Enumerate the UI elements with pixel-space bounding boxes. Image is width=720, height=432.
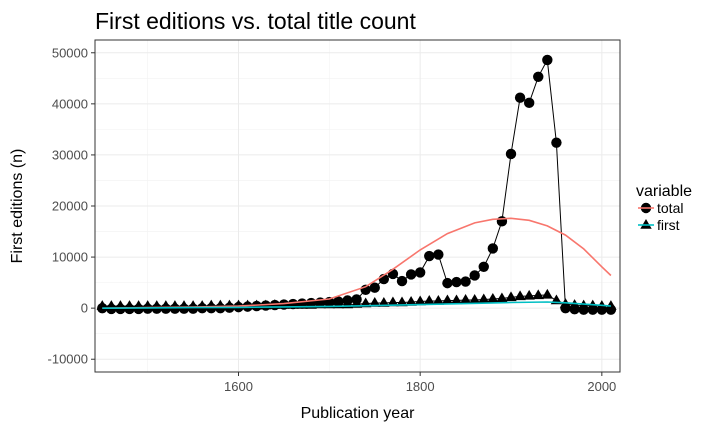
data-point-first [478,293,490,304]
data-point-total [342,295,353,306]
data-point-first [468,293,481,304]
data-point-total [478,261,489,272]
legend-label-total: total [657,200,683,216]
data-point-first [505,291,517,302]
data-point-total [542,54,553,66]
data-point-first [359,297,372,308]
data-point-total [587,304,598,315]
legend-key-first [638,219,654,229]
y-tick-label: -10000 [48,352,88,367]
x-tick-label: 2000 [587,379,616,394]
data-point-first [405,296,417,306]
data-point-first [459,293,472,304]
data-point-total [451,276,462,288]
data-point-total [414,267,426,278]
x-axis-title: Publication year [301,405,416,422]
data-point-total [560,302,571,314]
y-tick-label: 30000 [52,147,88,162]
data-point-total [97,302,108,314]
data-point-total [578,304,589,315]
legend-key-total [638,202,654,214]
data-point-first [514,290,526,301]
data-point-first [432,295,445,305]
data-point-total [124,303,135,315]
legend-title: variable [636,183,692,200]
data-point-total [169,303,181,314]
data-point-total [187,303,199,314]
smooth-curve-total [102,217,612,309]
data-point-total [251,300,262,312]
y-tick-label: 50000 [52,45,88,60]
grid-minor [95,40,620,372]
data-point-first [414,295,426,306]
data-point-first [396,296,408,307]
data-point-total [160,303,172,314]
y-tick-label: 0 [81,301,88,316]
x-tick-label: 1800 [406,379,435,394]
legend-marker-first [640,219,652,229]
data-point-total [533,71,544,82]
data-point-first [450,294,463,305]
data-point-first [523,289,535,300]
data-point-total [505,148,517,160]
data-point-first [532,289,544,300]
data-point-total [424,250,435,262]
legend-label-first: first [657,217,680,233]
data-point-first [369,297,381,307]
data-point-total [333,296,344,307]
data-point-first [441,294,454,305]
chart-title: First editions vs. total title count [95,8,416,34]
data-point-total [605,304,617,315]
data-point-total [514,92,526,103]
data-point-total [287,298,299,310]
y-tick-label: 40000 [52,96,88,111]
x-tick-label: 1600 [224,379,253,394]
data-point-total [133,303,144,315]
data-point-total [523,97,535,109]
data-point-total [460,276,471,287]
data-point-total [442,277,453,289]
data-point-first [378,297,390,307]
data-point-total [396,275,408,287]
data-point-total [469,270,480,281]
data-point-total [496,216,508,227]
data-point-total [178,303,190,314]
y-tick-label: 20000 [52,199,88,214]
data-point-total [115,303,126,315]
data-point-total [405,269,417,280]
series-layer [96,54,617,315]
y-axis: -10000 0 10000 20000 30000 40000 50000 [48,45,95,367]
data-point-total [260,300,271,311]
data-point-total [433,249,444,260]
data-point-total [596,304,608,315]
data-point-first [487,292,499,303]
data-point-total [569,303,580,315]
smooth-curve-first [102,301,611,309]
grid-major [95,40,620,372]
x-axis: 1600 1800 2000 [224,372,616,394]
y-axis-title: First editions (n) [9,149,26,264]
data-point-total [151,303,162,314]
data-point-total [551,137,562,148]
data-point-total [351,294,362,305]
data-point-first [423,295,435,305]
data-point-first [496,292,508,303]
data-point-first [541,288,554,299]
data-point-total [487,243,499,254]
y-tick-label: 10000 [52,250,88,265]
data-point-total [369,282,380,293]
data-point-first [387,296,399,307]
data-point-total [387,268,399,280]
